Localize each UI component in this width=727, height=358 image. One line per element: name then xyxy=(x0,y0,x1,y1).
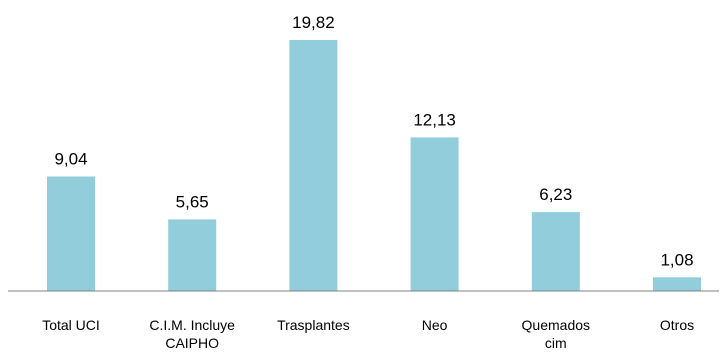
category-label-line: Neo xyxy=(422,317,448,333)
bar xyxy=(410,137,459,291)
category-label-line: Trasplantes xyxy=(277,317,350,333)
category-label: Total UCI xyxy=(42,317,100,333)
bar xyxy=(168,219,217,291)
category-label-line: CAIPHO xyxy=(165,335,219,351)
category-label: Otros xyxy=(660,317,694,333)
bar xyxy=(653,277,701,291)
bar-value-label: 12,13 xyxy=(413,110,456,129)
bar-value-label: 9,04 xyxy=(54,150,87,169)
category-label: C.I.M. Incluye CAIPHO xyxy=(149,317,235,351)
category-label: Trasplantes xyxy=(277,317,350,333)
category-label-line: Total UCI xyxy=(42,317,100,333)
category-label-line: cim xyxy=(545,335,567,351)
category-label: Neo xyxy=(422,317,448,333)
category-label-line: Otros xyxy=(660,317,694,333)
category-label-line: C.I.M. Incluye xyxy=(149,317,235,333)
bar-value-label: 19,82 xyxy=(292,13,335,32)
category-label: Quemados cim xyxy=(522,317,590,351)
bar-value-label: 1,08 xyxy=(660,250,693,269)
category-label-line: Quemados xyxy=(522,317,590,333)
labels-group: 9,04 Total UCI 5,65 C.I.M. Incluye CAIPHO 19,… xyxy=(42,13,694,351)
bar xyxy=(289,40,338,291)
bar xyxy=(531,212,580,291)
bar-value-label: 5,65 xyxy=(176,192,209,211)
bars-group xyxy=(47,40,701,291)
bar xyxy=(47,176,95,291)
bar-value-label: 6,23 xyxy=(539,185,572,204)
